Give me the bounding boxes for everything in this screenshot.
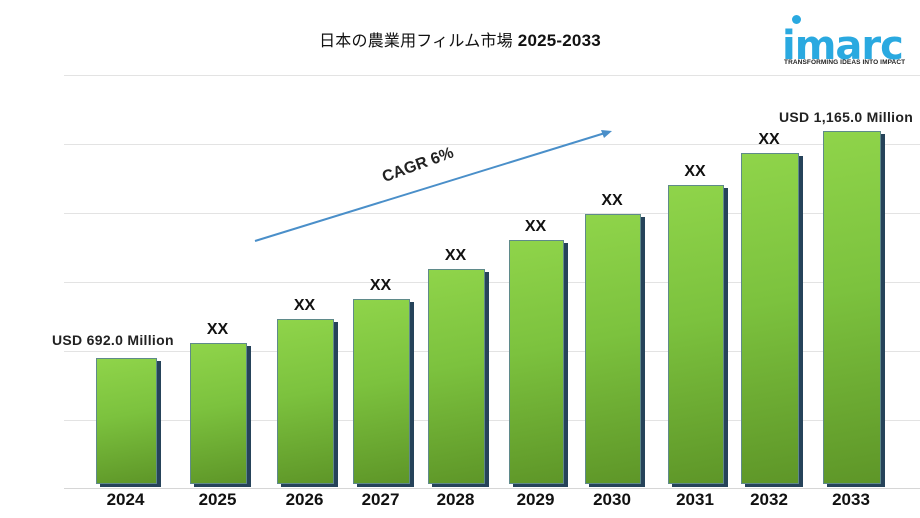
x-tick-label: 2027	[361, 490, 400, 509]
bar-value-label: XX	[601, 192, 623, 209]
x-tick-label: 2031	[676, 490, 714, 509]
logo-tagline: TRANSFORMING IDEAS INTO IMPACT	[784, 59, 906, 66]
bar-value-label: XX	[293, 297, 316, 314]
x-axis-baseline	[64, 488, 920, 489]
bar-value-label: XX	[206, 321, 229, 338]
x-tick-label: 2025	[198, 490, 237, 509]
x-tick-label: 2024	[106, 490, 145, 509]
bar-2031	[668, 185, 724, 484]
gridline	[64, 282, 920, 283]
bar-2030	[585, 214, 641, 484]
bar-2032	[741, 153, 799, 484]
bar-2025	[190, 343, 247, 484]
x-tick-label: 2032	[750, 490, 788, 509]
imarc-logo: imarc TRANSFORMING IDEAS INTO IMPACT	[778, 12, 918, 72]
gridline	[64, 351, 920, 352]
x-tick-label: 2033	[832, 490, 870, 509]
gridline	[64, 213, 920, 214]
bar-2029	[509, 240, 564, 484]
bar-value-label: XX	[444, 247, 467, 264]
start-value-label: USD 692.0 Million	[52, 332, 174, 348]
chart-title: 日本の農業用フィルム市場 2025-2033	[0, 27, 920, 51]
x-tick-label: 2030	[593, 490, 631, 509]
bar-2027	[353, 299, 410, 484]
x-tick-label: 2029	[516, 490, 555, 509]
x-tick-label: 2028	[436, 490, 475, 509]
bar-value-label: XX	[758, 131, 780, 148]
bar-2024	[96, 358, 157, 484]
bar-value-label: XX	[684, 163, 706, 180]
x-tick-label: 2026	[285, 490, 324, 509]
bar-2028	[428, 269, 485, 484]
end-value-label: USD 1,165.0 Million	[779, 109, 914, 125]
chart-title-years: 2025-2033	[517, 31, 601, 50]
gridline	[64, 420, 920, 421]
bar-value-label: XX	[369, 277, 392, 294]
logo-wordmark: imarc	[782, 23, 904, 69]
logo-dot-icon	[792, 15, 801, 24]
gridline	[64, 144, 920, 145]
bar-value-label: XX	[524, 218, 547, 235]
bar-2033	[823, 131, 881, 484]
bar-2026	[277, 319, 334, 484]
gridline	[64, 75, 920, 76]
chart-title-jp: 日本の農業用フィルム市場	[319, 31, 513, 50]
